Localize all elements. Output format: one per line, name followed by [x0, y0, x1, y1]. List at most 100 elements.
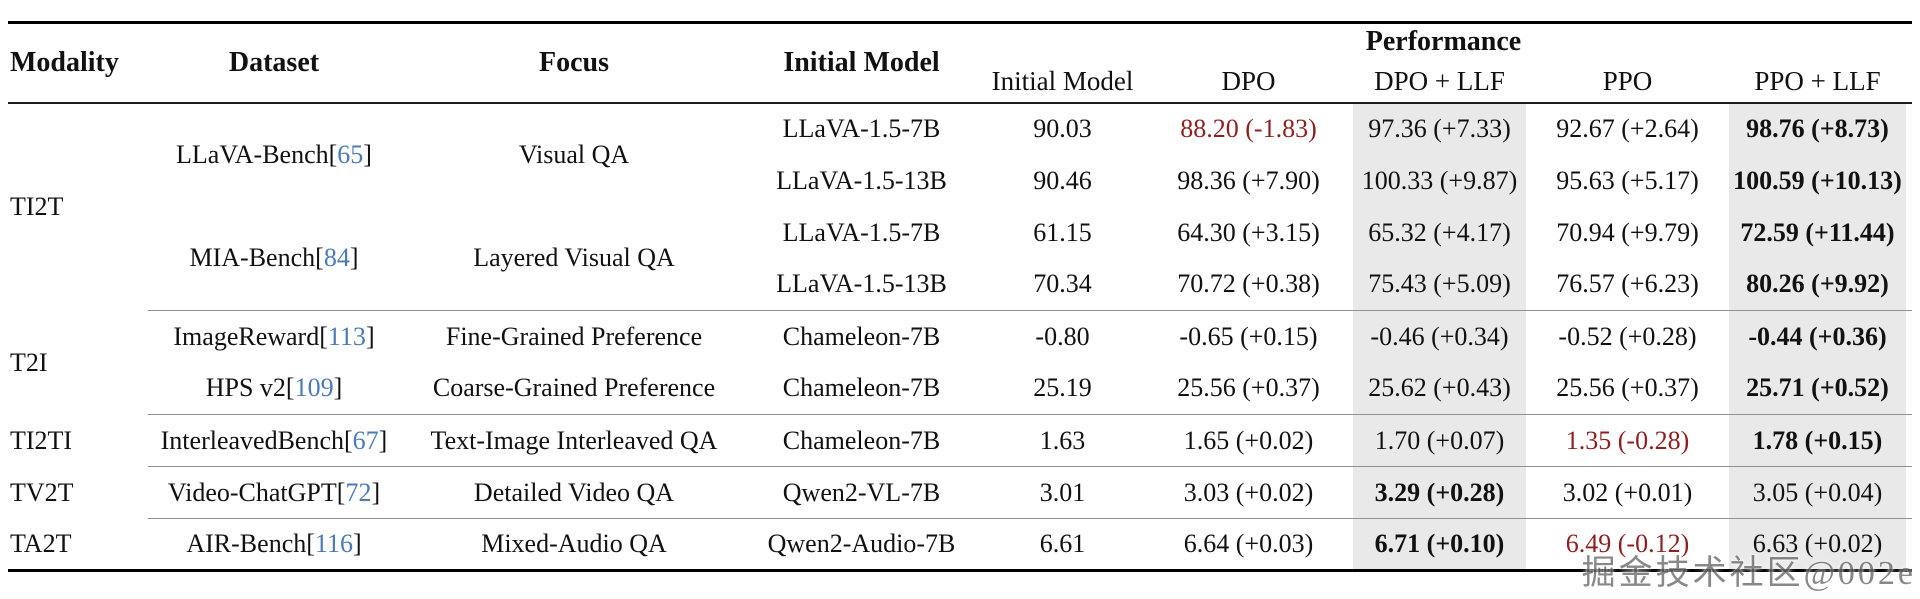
metric-cell: 3.03 (+0.02) — [1150, 466, 1347, 519]
citation-link[interactable]: 116 — [314, 529, 353, 558]
dataset-name: Video-ChatGPT — [167, 477, 337, 507]
subcol-ppo-llf: PPO + LLF — [1723, 60, 1912, 104]
metric-cell: 25.62 (+0.43) — [1347, 362, 1532, 415]
metric-cell: 98.76 (+8.73) — [1723, 102, 1912, 155]
citation-link[interactable]: 72 — [345, 477, 372, 507]
citation-bracket: ] — [371, 477, 381, 507]
initial-model-cell: Chameleon-7B — [748, 310, 975, 363]
citation-bracket: ] — [352, 529, 362, 558]
citation-bracket: ] — [363, 140, 372, 169]
col-header-focus: Focus — [400, 22, 748, 104]
col-header-dataset: Dataset — [148, 22, 400, 104]
metric-cell: 6.49 (-0.12) — [1532, 518, 1723, 571]
subcol-initial-model: Initial Model — [975, 60, 1150, 104]
header-row-main: Modality Dataset Focus Initial Model Per… — [8, 22, 1912, 104]
modality-cell: TV2T — [10, 477, 74, 507]
metric-cell: 3.29 (+0.28) — [1347, 466, 1532, 519]
table-row: TA2T AIR-Bench[116] Mixed-Audio QA Qwen2… — [8, 518, 1912, 571]
table-row: TI2T LLaVA-Bench[65] Visual QA LLaVA-1.5… — [8, 102, 1912, 221]
citation-link[interactable]: 67 — [352, 425, 379, 455]
metric-cell: 72.59 (+11.44) — [1723, 206, 1912, 259]
metric-cell: 97.36 (+7.33) — [1347, 102, 1532, 155]
table-row: TI2TI InterleavedBench[67] Text-Image In… — [8, 414, 1912, 467]
metric-cell: 6.64 (+0.03) — [1150, 518, 1347, 571]
section-ta2t: TA2T AIR-Bench[116] Mixed-Audio QA Qwen2… — [8, 518, 1912, 571]
initial-model-cell: Qwen2-VL-7B — [748, 466, 975, 519]
dataset-cell: Video-ChatGPT[72] — [148, 466, 400, 519]
citation-link[interactable]: 109 — [294, 373, 334, 403]
metric-cell: 3.01 — [975, 466, 1150, 519]
metric-cell: 6.61 — [975, 518, 1150, 571]
citation-bracket: [ — [344, 425, 353, 455]
citation-bracket: [ — [328, 140, 338, 169]
initial-model-cell: Chameleon-7B — [748, 414, 975, 467]
metric-cell: 1.70 (+0.07) — [1347, 414, 1532, 467]
initial-model-cell: Qwen2-Audio-7B — [748, 518, 975, 571]
metric-cell: 70.94 (+9.79) — [1556, 217, 1699, 247]
citation-bracket: [ — [306, 529, 315, 558]
table-row: TV2T Video-ChatGPT[72] Detailed Video QA… — [8, 466, 1912, 519]
metric-cell: 80.26 (+9.92) — [1723, 258, 1912, 311]
dataset-name: LLaVA-Bench — [176, 140, 329, 169]
table-row: T2I ImageReward[113] Fine-Grained Prefer… — [8, 310, 1912, 377]
metric-cell: 88.20 (-1.83) — [1180, 114, 1317, 143]
citation-bracket: [ — [319, 321, 328, 351]
section-tv2t: TV2T Video-ChatGPT[72] Detailed Video QA… — [8, 466, 1912, 519]
metric-cell: 65.32 (+4.17) — [1347, 206, 1532, 259]
col-header-modality: Modality — [8, 22, 148, 104]
citation-link[interactable]: 84 — [323, 243, 350, 273]
focus-cell: Coarse-Grained Preference — [432, 373, 716, 403]
focus-cell: Layered Visual QA — [473, 243, 675, 273]
citation-bracket: [ — [315, 243, 324, 273]
metric-cell: 98.36 (+7.90) — [1177, 165, 1320, 195]
citation-bracket: ] — [349, 243, 359, 273]
metric-cell: 90.03 — [1033, 114, 1092, 143]
col-header-initial-model: Initial Model — [748, 22, 975, 104]
metric-cell: 6.71 (+0.10) — [1347, 518, 1532, 571]
metric-cell: 76.57 (+6.23) — [1556, 269, 1699, 299]
metric-cell: -0.65 (+0.15) — [1150, 310, 1347, 363]
citation-bracket: ] — [378, 425, 388, 455]
focus-cell: Detailed Video QA — [400, 466, 748, 519]
dataset-name: ImageReward — [173, 321, 320, 351]
metric-cell: 90.46 — [1033, 165, 1092, 195]
initial-model-cell: LLaVA-1.5-7B — [782, 114, 941, 143]
dataset-cell: AIR-Bench[116] — [148, 518, 400, 571]
citation-bracket: [ — [336, 477, 346, 507]
modality-cell: TI2T — [10, 192, 64, 221]
dataset-cell: InterleavedBench[67] — [148, 414, 400, 467]
dataset-name: AIR-Bench — [186, 529, 307, 558]
table-header: Modality Dataset Focus Initial Model Per… — [8, 22, 1912, 104]
citation-link[interactable]: 65 — [337, 140, 364, 169]
modality-cell: TA2T — [10, 528, 72, 558]
initial-model-cell: Chameleon-7B — [782, 373, 941, 403]
performance-table: Modality Dataset Focus Initial Model Per… — [8, 21, 1912, 572]
metric-cell: 1.65 (+0.02) — [1150, 414, 1347, 467]
dataset-name: InterleavedBench — [160, 425, 344, 455]
metric-cell: 70.34 — [1033, 269, 1092, 299]
metric-cell: 1.63 — [975, 414, 1150, 467]
focus-cell: Mixed-Audio QA — [400, 518, 748, 571]
focus-cell: Text-Image Interleaved QA — [400, 414, 748, 467]
citation-link[interactable]: 113 — [327, 321, 366, 351]
metric-cell: 70.72 (+0.38) — [1177, 269, 1320, 299]
citation-bracket: [ — [285, 373, 295, 403]
metric-cell: 75.43 (+5.09) — [1347, 258, 1532, 311]
metric-cell: 95.63 (+5.17) — [1556, 165, 1699, 195]
table-row: LLaVA-1.5-13B 90.46 98.36 (+7.90) 100.33… — [8, 154, 1912, 207]
metric-cell: 6.63 (+0.02) — [1723, 518, 1912, 571]
metric-cell: 25.19 — [1033, 373, 1092, 403]
metric-cell: 100.33 (+9.87) — [1347, 154, 1532, 207]
metric-cell: 61.15 — [1033, 217, 1092, 247]
dataset-cell: ImageReward[113] — [148, 310, 400, 363]
metric-cell: 25.56 (+0.37) — [1177, 373, 1320, 403]
citation-bracket: ] — [365, 321, 375, 351]
metric-cell: 25.71 (+0.52) — [1723, 362, 1912, 415]
table-row: HPS v2[109] Coarse-Grained Preference Ch… — [8, 362, 1912, 415]
subcol-dpo-llf: DPO + LLF — [1347, 60, 1532, 104]
table-row: MIA-Bench[84] Layered Visual QA LLaVA-1.… — [8, 206, 1912, 272]
initial-model-cell: LLaVA-1.5-13B — [776, 269, 947, 299]
metric-cell: 3.05 (+0.04) — [1723, 466, 1912, 519]
modality-cell: TI2TI — [10, 425, 73, 455]
section-ti2ti: TI2TI InterleavedBench[67] Text-Image In… — [8, 414, 1912, 467]
